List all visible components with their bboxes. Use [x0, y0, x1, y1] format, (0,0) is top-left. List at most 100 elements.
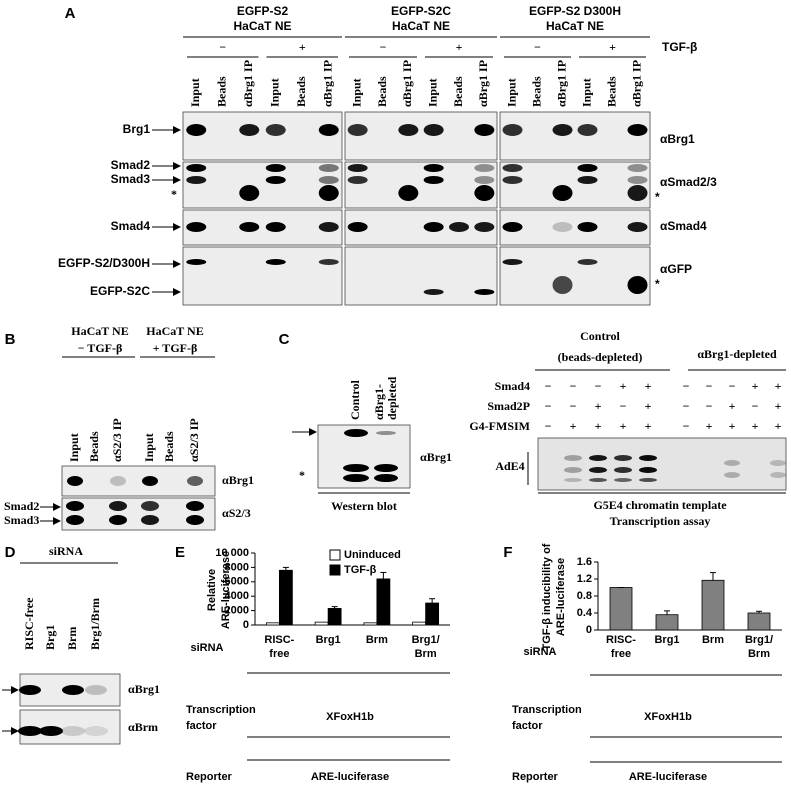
x-tick-label: Brm: [415, 648, 437, 660]
band: [577, 176, 598, 184]
bar: [609, 587, 633, 631]
band: [39, 726, 63, 736]
band: [770, 472, 786, 478]
y-tick-label: 1.2: [577, 573, 592, 585]
antibody-label: αSmad2/3: [660, 175, 717, 189]
protein-label: EGFP-S2/D300H: [58, 256, 150, 270]
band: [502, 222, 523, 232]
group-title: HaCaT NE: [392, 19, 450, 33]
band: [474, 185, 495, 201]
sign: −: [752, 399, 759, 413]
sign: +: [775, 379, 782, 393]
caption: Transcription assay: [610, 514, 711, 528]
band: [186, 176, 207, 184]
band: [552, 276, 573, 294]
sign: −: [570, 399, 577, 413]
band: [449, 222, 469, 232]
y-tick-label: 0: [243, 619, 249, 631]
band-label: AdE4: [495, 459, 524, 473]
lane-label: Beads: [375, 76, 389, 107]
band: [614, 478, 632, 482]
band: [318, 176, 339, 184]
band: [343, 464, 369, 472]
group-title: + TGF-β: [153, 341, 198, 355]
band: [577, 164, 598, 172]
band: [186, 222, 207, 232]
lane-label: Beads: [451, 76, 465, 107]
blot: [344, 246, 498, 306]
x-tick-label: RISC-: [264, 634, 294, 646]
band: [614, 467, 632, 473]
y-tick-label: 2000: [225, 605, 249, 617]
sign: +: [729, 399, 736, 413]
category-title: siRNA: [523, 646, 556, 658]
sign: +: [645, 419, 652, 433]
sign: −: [683, 399, 690, 413]
lane-label: Input: [504, 78, 518, 107]
band: [577, 124, 598, 136]
protein-label: Smad4: [111, 219, 151, 233]
band: [423, 222, 444, 232]
row-value: ARE-luciferase: [629, 771, 707, 783]
band: [589, 467, 607, 473]
group-title: (beads-depleted): [558, 350, 643, 364]
bar: [425, 602, 440, 626]
antibody-label: αSmad4: [660, 219, 707, 233]
band: [552, 222, 573, 232]
band: [318, 259, 339, 265]
lane-label: Beads: [604, 76, 618, 107]
band: [141, 515, 159, 525]
x-tick-label: Brm: [748, 648, 770, 660]
antibody-label: *: [655, 190, 660, 204]
error-bar: [664, 610, 670, 615]
protein-label: Smad3: [4, 513, 39, 527]
band: [474, 176, 495, 184]
x-tick-label: Brm: [702, 634, 724, 646]
lane-label: Brm: [65, 627, 79, 650]
group-title: EGFP-S2: [237, 4, 289, 18]
band: [66, 501, 84, 511]
band: [398, 185, 419, 201]
condition: −: [219, 40, 226, 54]
group-title: HaCaT NE: [71, 324, 128, 338]
lane-label: Input: [67, 433, 81, 462]
category-title: siRNA: [190, 642, 223, 654]
band: [18, 726, 42, 736]
blot: [344, 161, 498, 209]
band: [347, 164, 368, 172]
blot: [182, 111, 343, 161]
sign: +: [595, 419, 602, 433]
x-tick-label: Brg1: [654, 634, 679, 646]
band: [61, 726, 85, 736]
band: [347, 176, 368, 184]
group-title: EGFP-S2 D300H: [529, 4, 621, 18]
lane-label: Input: [579, 78, 593, 107]
band: [265, 259, 286, 265]
sign: −: [729, 379, 736, 393]
lane-label: RISC-free: [22, 597, 36, 650]
blot: [182, 246, 343, 306]
lane-label: Beads: [215, 76, 229, 107]
row-label: factor: [186, 720, 217, 732]
lane-label: Beads: [529, 76, 543, 107]
band: [627, 222, 648, 232]
sign: +: [706, 419, 713, 433]
y-tick-label: 0.4: [577, 607, 593, 619]
error-bar: [331, 606, 338, 609]
row-label: Reporter: [512, 771, 559, 783]
y-tick-label: 8000: [225, 561, 249, 573]
y-axis-title: ARE-luciferase: [220, 551, 232, 629]
lane-label: Brg1: [43, 625, 57, 650]
error-bar: [282, 566, 289, 571]
panel-label: F: [503, 544, 512, 561]
sign: +: [729, 419, 736, 433]
band: [423, 289, 444, 295]
lane-label: αS2/3 IP: [110, 418, 124, 462]
condition: −: [534, 40, 541, 54]
blot: [182, 209, 343, 246]
sign: +: [620, 419, 627, 433]
band: [770, 460, 786, 466]
panel-label: C: [279, 331, 290, 348]
band: [564, 455, 582, 461]
panel-label: A: [65, 5, 76, 22]
